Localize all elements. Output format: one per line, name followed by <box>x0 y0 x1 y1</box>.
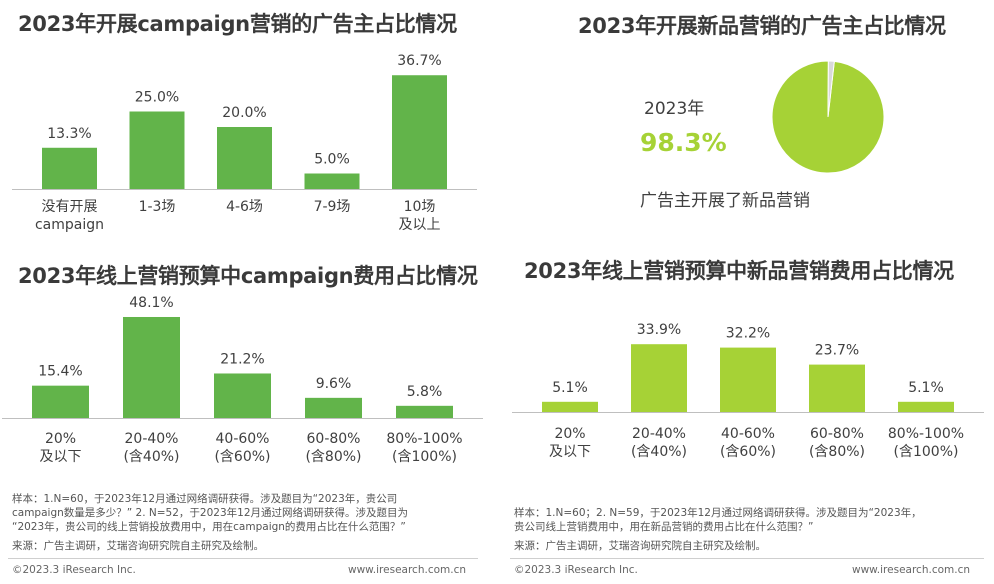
category-label: 20-40% <box>632 426 686 442</box>
category-label: 及以下 <box>40 449 82 465</box>
category-label: (含100%) <box>894 444 959 460</box>
footer-right-source: 来源：广告主调研，艾瑞咨询研究院自主研究及绘制。 <box>514 540 766 552</box>
data-label: 15.4% <box>38 364 82 380</box>
category-label: 60-80% <box>307 431 361 447</box>
bar <box>396 405 453 418</box>
bar <box>32 385 89 418</box>
chart-title-new-product: 2023年开展新品营销的广告主占比情况 <box>578 14 946 38</box>
footer-left-website: www.iresearch.com.cn <box>348 564 467 576</box>
bar <box>898 401 954 412</box>
pie-big-value: 98.3% <box>640 128 727 157</box>
category-label: 40-60% <box>216 431 270 447</box>
category-label: 没有开展 <box>42 199 98 215</box>
category-label: 7-9场 <box>314 199 351 215</box>
category-label: 1-3场 <box>139 199 176 215</box>
data-label: 5.1% <box>908 380 944 396</box>
bar <box>217 127 272 189</box>
chart-title-campaign-budget: 2023年线上营销预算中campaign费用占比情况 <box>18 264 478 288</box>
data-label: 5.0% <box>314 152 350 168</box>
category-label: (含80%) <box>305 449 361 465</box>
data-label: 36.7% <box>397 53 441 69</box>
category-label: 80%-100% <box>386 431 462 447</box>
footer-left-note-1: 样本：1.N=60，于2023年12月通过网络调研获得。涉及题目为“2023年，… <box>12 493 398 505</box>
footer-right-copyright: ©2023.3 iResearch Inc. <box>514 564 638 576</box>
footer-left-divider <box>8 558 478 559</box>
pie-slice <box>827 60 835 118</box>
category-label: 10场 <box>404 199 436 215</box>
category-label: (含40%) <box>631 444 687 460</box>
data-label: 5.1% <box>552 380 588 396</box>
category-label: 及以上 <box>399 217 441 233</box>
data-label: 9.6% <box>316 376 352 392</box>
chart-title-new-product-budget: 2023年线上营销预算中新品营销费用占比情况 <box>524 259 954 283</box>
category-label: (含40%) <box>123 449 179 465</box>
category-label: 4-6场 <box>226 199 263 215</box>
footer-left-copyright: ©2023.3 iResearch Inc. <box>12 564 136 576</box>
category-label: (含60%) <box>720 444 776 460</box>
data-label: 25.0% <box>135 90 179 106</box>
category-label: 80%-100% <box>888 426 964 442</box>
footer-right-website: www.iresearch.com.cn <box>852 564 971 576</box>
bar <box>214 373 271 418</box>
data-label: 13.3% <box>47 126 91 142</box>
data-label: 33.9% <box>637 322 681 338</box>
data-label: 32.2% <box>726 326 770 342</box>
footer-left-source: 来源：广告主调研，艾瑞咨询研究院自主研究及绘制。 <box>12 540 264 552</box>
footer-right-note-2: 贵公司线上营销费用中，用在新品营销的费用占比在什么范围？” <box>514 521 814 533</box>
category-label: (含60%) <box>214 449 270 465</box>
bar <box>304 173 360 189</box>
category-label: 20% <box>554 426 585 442</box>
category-label: 40-60% <box>721 426 775 442</box>
pie-caption: 广告主开展了新品营销 <box>640 191 810 211</box>
category-label: (含80%) <box>809 444 865 460</box>
data-label: 20.0% <box>222 105 266 121</box>
bar <box>123 316 180 418</box>
bar <box>720 347 776 412</box>
category-label: 20-40% <box>125 431 179 447</box>
bar <box>542 401 598 412</box>
data-label: 21.2% <box>220 351 264 367</box>
bar <box>392 75 447 189</box>
footer-right-divider <box>510 558 984 559</box>
data-label: 48.1% <box>129 295 173 311</box>
pie-year-label: 2023年 <box>644 99 705 119</box>
bar <box>305 397 362 418</box>
footer-right-note-1: 样本：1.N=60；2. N=59，于2023年12月通过网络调研获得。涉及题目… <box>514 507 922 519</box>
footer-left-note-2: campaign数量是多少？” 2. N=52，于2023年12月通过网络调研获… <box>12 507 408 519</box>
bar <box>129 111 185 189</box>
footer-left-note-3: “2023年，贵公司的线上营销投放费用中，用在campaign的费用占比在什么范… <box>12 521 406 533</box>
bar <box>809 364 865 412</box>
category-label: campaign <box>35 217 104 233</box>
data-label: 5.8% <box>407 384 443 400</box>
category-label: 60-80% <box>810 426 864 442</box>
chart-title-campaign-count: 2023年开展campaign营销的广告主占比情况 <box>18 12 457 36</box>
category-label: (含100%) <box>392 449 457 465</box>
bar <box>42 147 97 189</box>
category-label: 20% <box>45 431 76 447</box>
data-label: 23.7% <box>815 343 859 359</box>
bar <box>631 344 687 412</box>
category-label: 及以下 <box>549 444 591 460</box>
